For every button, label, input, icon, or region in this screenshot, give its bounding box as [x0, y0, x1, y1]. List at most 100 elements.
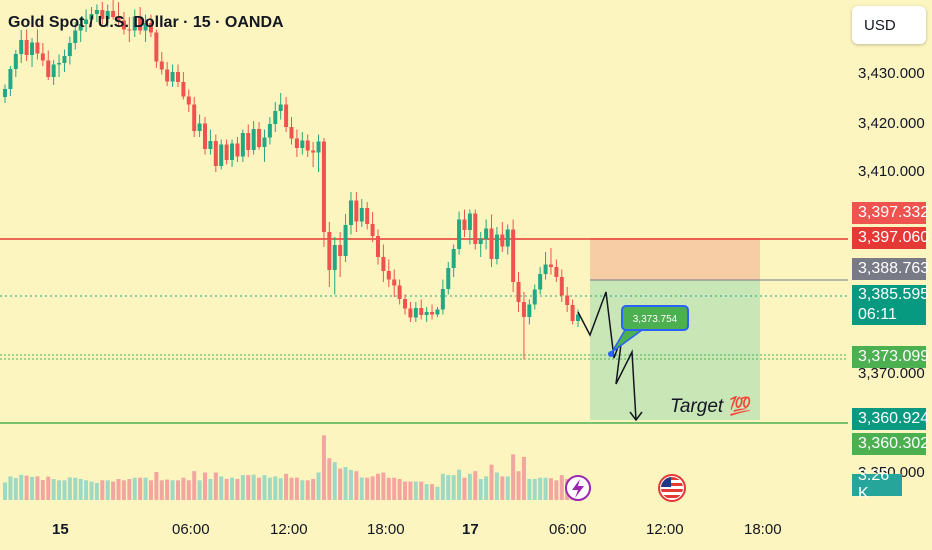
candle-body: [284, 104, 289, 127]
candle-body: [230, 143, 235, 160]
volume-bar: [300, 480, 305, 500]
us-flag-icon[interactable]: [658, 474, 686, 502]
price-tick: 3,430.000: [858, 65, 925, 82]
candle-body: [511, 229, 516, 282]
current-price-label: 3,385.595: [852, 285, 929, 305]
volume-label: 3.26 K: [852, 467, 902, 502]
candle-body: [294, 138, 299, 148]
volume-bar: [478, 479, 483, 500]
volume-bar: [332, 462, 337, 500]
candle-body: [365, 208, 370, 224]
candle-body: [473, 213, 478, 244]
candle-body: [267, 124, 272, 138]
volume-bar: [154, 471, 159, 500]
volume-bar: [284, 473, 289, 500]
stop-upper-label: 3,397.332: [852, 202, 929, 224]
lightning-bolt-icon[interactable]: [565, 475, 591, 501]
candle-body: [100, 10, 105, 19]
volume-bar: [8, 476, 13, 500]
candle-body: [348, 200, 353, 225]
time-label: 18:00: [744, 521, 782, 538]
volume-bar: [343, 467, 348, 500]
volume-bar: [224, 479, 229, 500]
volume-bar: [359, 477, 364, 500]
candle-body: [57, 63, 62, 65]
volume-bar: [435, 486, 440, 500]
volume-bar: [305, 480, 310, 500]
volume-bar: [3, 482, 7, 500]
candle-body: [489, 228, 494, 259]
mid-target-label: 3,373.099: [852, 346, 929, 368]
volume-bar: [348, 469, 353, 500]
candle-body: [321, 141, 326, 232]
time-label: 17: [462, 521, 479, 538]
candle-body: [494, 234, 499, 259]
volume-bar: [89, 481, 94, 500]
volume-bar: [532, 479, 537, 500]
candle-body: [505, 229, 510, 247]
candle-body: [132, 16, 137, 31]
candle-body: [154, 32, 159, 62]
volume-bar: [116, 479, 121, 500]
volume-bar: [46, 476, 51, 500]
candle-body: [576, 314, 580, 321]
callout-box[interactable]: [621, 305, 689, 331]
volume-bar: [403, 481, 408, 500]
volume-bar: [327, 458, 332, 500]
candle-body: [462, 219, 467, 230]
volume-bar: [381, 472, 386, 500]
time-label: 06:00: [172, 521, 210, 538]
candle-body: [532, 289, 537, 305]
candle-body: [338, 245, 343, 256]
volume-bar: [203, 472, 208, 500]
candle-body: [403, 299, 408, 309]
volume-bar: [267, 477, 272, 500]
stop-loss-zone[interactable]: [590, 238, 760, 280]
candle-body: [208, 141, 213, 149]
candle-body: [197, 123, 202, 131]
volume-bar: [159, 480, 164, 500]
candlesticks: [3, 0, 580, 360]
candle-body: [305, 140, 310, 151]
candle-body: [89, 14, 94, 20]
volume-bar: [127, 479, 132, 500]
candle-body: [67, 43, 72, 56]
volume-bar: [430, 484, 435, 500]
target-lower-label: 3,360.302: [852, 433, 929, 455]
candle-body: [13, 54, 18, 69]
candle-body: [430, 312, 435, 315]
candle-body: [262, 137, 267, 147]
candle-body: [440, 289, 445, 310]
candle-body: [451, 249, 456, 268]
volume-bar: [62, 480, 67, 500]
take-profit-zone[interactable]: [590, 280, 760, 420]
candle-body: [554, 267, 559, 277]
candle-body: [148, 23, 153, 33]
volume-bar: [397, 479, 402, 500]
volume-bar: [559, 475, 564, 500]
candle-body: [354, 200, 359, 222]
volume-bar: [408, 481, 413, 500]
volume-bar: [100, 480, 105, 500]
candle-body: [278, 104, 283, 111]
volume-bar: [170, 480, 175, 500]
volume-bar: [67, 477, 72, 500]
candle-body: [273, 111, 278, 124]
currency-button[interactable]: USD: [852, 6, 926, 44]
volume-bar: [19, 474, 24, 500]
volume-bars: [3, 435, 580, 500]
volume-bar: [40, 480, 45, 500]
volume-bar: [132, 477, 137, 500]
volume-bar: [446, 475, 451, 500]
candle-body: [127, 29, 132, 31]
candle-body: [19, 40, 24, 54]
volume-bar: [413, 481, 418, 500]
candle-body: [446, 268, 451, 289]
time-label: 12:00: [270, 521, 308, 538]
volume-bar: [240, 475, 245, 500]
candle-body: [30, 42, 35, 55]
candle-body: [527, 304, 532, 317]
volume-bar: [467, 473, 472, 500]
volume-bar: [105, 480, 110, 500]
